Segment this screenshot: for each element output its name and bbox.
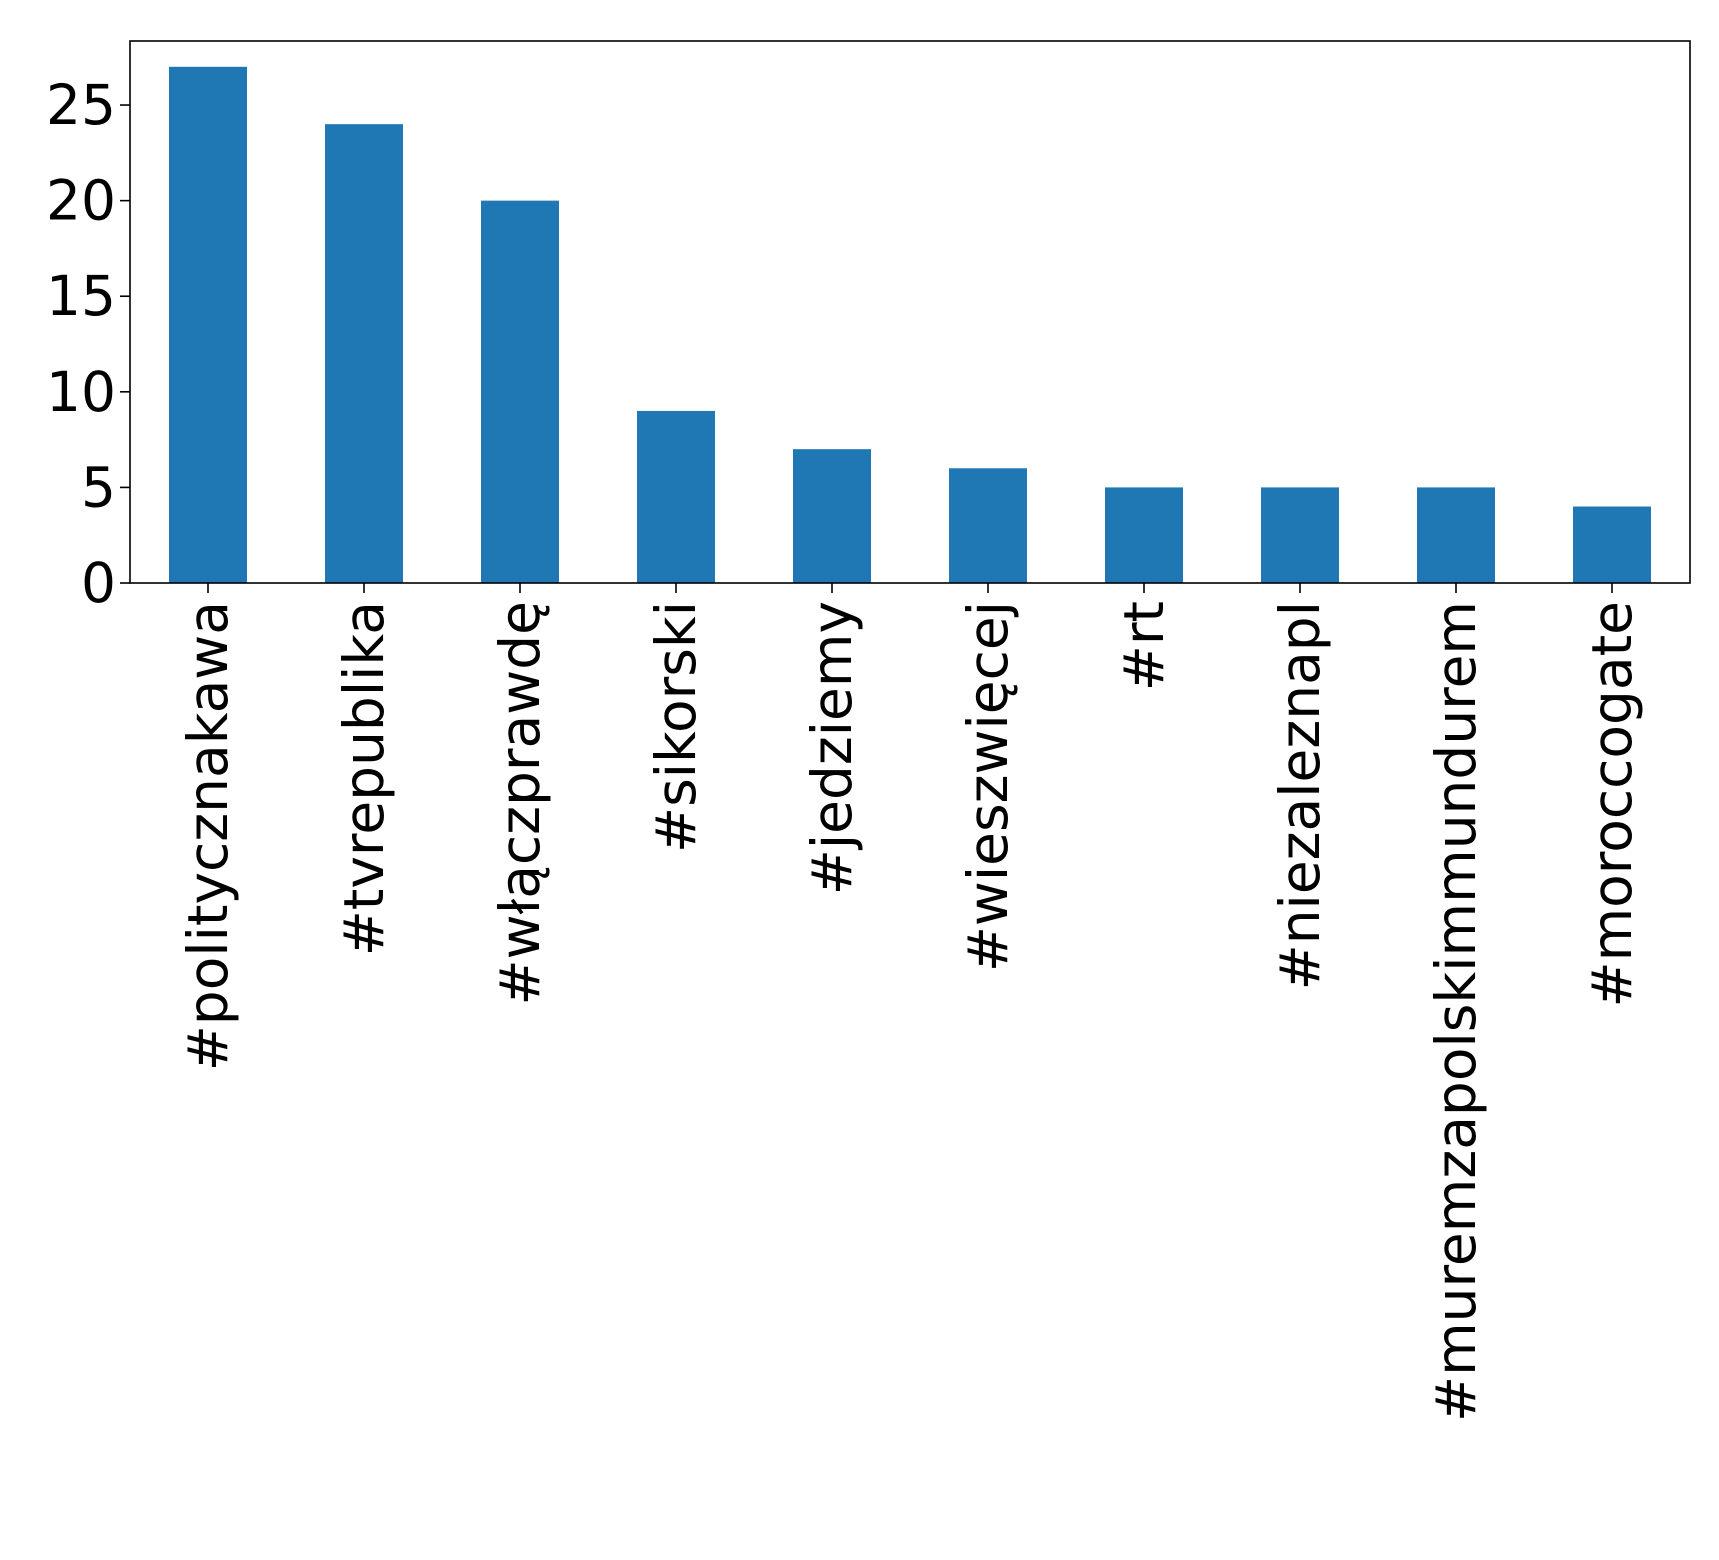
bar-9 xyxy=(1417,487,1495,583)
y-axis-ticks: 0 5 10 15 20 25 xyxy=(46,73,130,615)
bar-10 xyxy=(1573,506,1651,583)
x-tick-label: #rt xyxy=(1112,601,1176,691)
bar-8 xyxy=(1261,487,1339,583)
plot-frame xyxy=(129,40,1691,584)
bar-2 xyxy=(325,124,403,583)
bar-7 xyxy=(1105,487,1183,583)
x-tick-label: #moroccogate xyxy=(1580,601,1644,1008)
bar-1 xyxy=(169,66,247,584)
y-tick-label: 20 xyxy=(46,169,116,233)
x-tick-label: #muremzapolskimmundurem xyxy=(1424,601,1488,1422)
x-tick-label: #jedziemy xyxy=(800,601,864,895)
x-axis-ticks: #politycznakawa #tvrepublika #włączprawdę #… xyxy=(176,583,1644,1422)
y-tick-label: 15 xyxy=(46,264,116,328)
bar-5 xyxy=(793,449,871,583)
x-tick-label: #tvrepublika xyxy=(332,601,396,956)
y-tick-label: 10 xyxy=(46,360,116,424)
y-tick-label: 0 xyxy=(81,551,116,615)
x-tick-label: #politycznakawa xyxy=(176,601,240,1071)
bars xyxy=(169,66,1651,584)
x-tick-label: #sikorski xyxy=(644,601,708,853)
x-tick-label: #wieszwięcej xyxy=(956,601,1020,972)
x-tick-label: #niezaleznapl xyxy=(1268,601,1332,990)
bar-3 xyxy=(481,200,559,583)
y-tick-label: 5 xyxy=(81,455,116,519)
bar-6 xyxy=(949,468,1027,583)
bar-4 xyxy=(637,410,715,583)
y-tick-label: 25 xyxy=(46,73,116,137)
x-tick-label: #włączprawdę xyxy=(488,601,552,1005)
